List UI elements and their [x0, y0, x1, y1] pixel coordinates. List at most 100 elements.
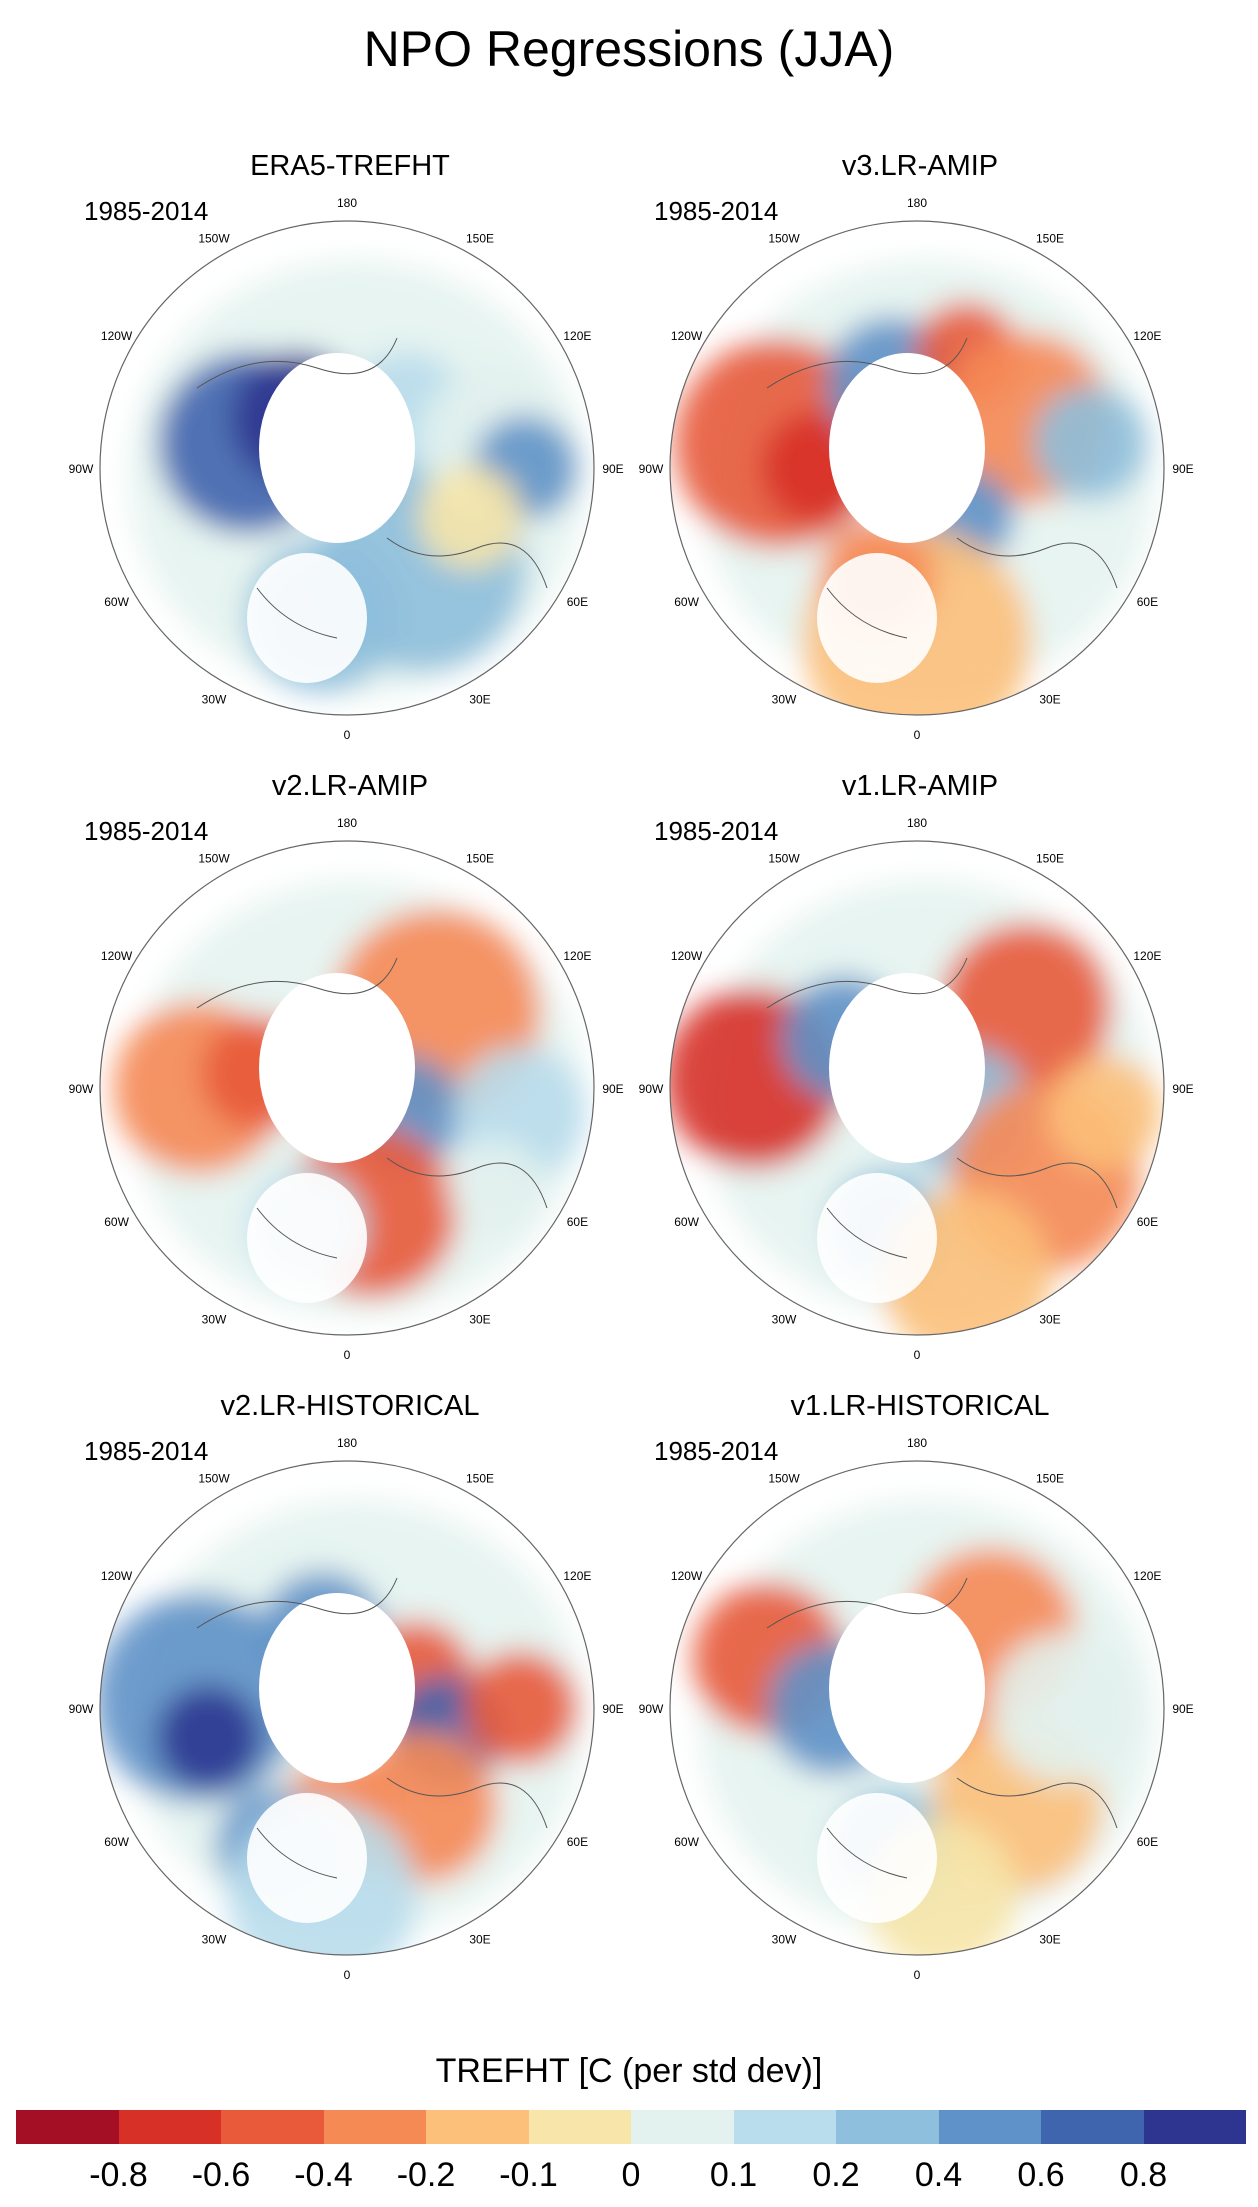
longitude-label: 150E — [466, 852, 494, 866]
map-panel-v2-lr-amip: v2.LR-AMIP 1985-2014 180 150E 120E 90E 60E 30… — [50, 770, 650, 1390]
longitude-label: 30E — [469, 1312, 490, 1326]
panel-title: ERA5-TREFHT — [250, 150, 450, 182]
longitude-label: 150W — [768, 232, 800, 246]
map-arctic-ocean — [259, 353, 415, 543]
map-coastline — [196, 337, 398, 389]
colorbar-tick-label: 0.2 — [812, 2156, 860, 2194]
colorbar-tick-label: -0.8 — [89, 2156, 148, 2194]
map-anomaly-patch — [447, 1139, 543, 1235]
longitude-label: 60W — [674, 1835, 699, 1849]
map-coastline — [766, 1577, 968, 1629]
longitude-label: 90E — [602, 1082, 623, 1096]
longitude-label: 0 — [914, 728, 921, 742]
longitude-label: 150W — [768, 1472, 800, 1486]
longitude-label: 60E — [1137, 1835, 1158, 1849]
map-coastline — [256, 1207, 338, 1259]
map-border — [669, 220, 1165, 716]
longitude-label: 30E — [469, 692, 490, 706]
longitude-label: 120W — [101, 949, 133, 963]
colorbar-swatch — [118, 2110, 221, 2144]
panel-title: v3.LR-AMIP — [841, 150, 999, 182]
longitude-label: 150E — [466, 1472, 494, 1486]
polar-map: 180 150E 120E 90E 60E 30E 0 30W 60W 90W 120W 150W — [69, 196, 624, 742]
colorbar-title: TREFHT [C (per std dev)] — [435, 2052, 823, 2090]
panel-title: v1.LR-HISTORICAL — [790, 1390, 1050, 1422]
polar-map: 180 150E 120E 90E 60E 30E 0 30W 60W 90W 120W 150W — [639, 816, 1194, 1362]
colorbar-tick-label: 0.1 — [709, 2156, 758, 2194]
longitude-label: 30W — [772, 692, 797, 706]
map-arctic-ocean — [259, 1593, 415, 1783]
longitude-label: 120E — [563, 1569, 591, 1583]
longitude-label: 120E — [1133, 949, 1161, 963]
map-panel-v2-lr-historical: v2.LR-HISTORICAL 1985-2014 180 150E 120E 90… — [50, 1390, 650, 2010]
longitude-label: 30W — [202, 692, 227, 706]
longitude-label: 180 — [337, 1436, 357, 1450]
longitude-label: 120E — [1133, 329, 1161, 343]
longitude-label: 90E — [1172, 1702, 1193, 1716]
map-coastline — [256, 587, 338, 639]
polar-map: 180 150E 120E 90E 60E 30E 0 30W 60W 90W 120W 150W — [639, 1436, 1194, 1982]
longitude-label: 90W — [69, 1702, 94, 1716]
map-field — [100, 1461, 594, 1955]
colorbar-swatch — [631, 2110, 734, 2144]
longitude-label: 180 — [337, 816, 357, 830]
longitude-label: 150W — [768, 852, 800, 866]
colorbar-swatch — [836, 2110, 939, 2144]
longitude-label: 60E — [1137, 595, 1158, 609]
map-arctic-ocean — [829, 1593, 985, 1783]
colorbar-tick-label: -0.6 — [191, 2156, 251, 2194]
longitude-label: 120W — [671, 329, 703, 343]
longitude-label: 180 — [337, 196, 357, 210]
colorbar-tick-label: -0.4 — [294, 2156, 353, 2194]
colorbar-swatch — [733, 2110, 836, 2144]
map-anomaly-patch — [462, 1651, 577, 1765]
panel-period: 1985-2014 — [654, 816, 779, 846]
panel-period: 1985-2014 — [654, 196, 779, 226]
panel-period: 1985-2014 — [84, 1436, 209, 1466]
longitude-label: 30W — [202, 1932, 227, 1946]
panel-period: 1985-2014 — [84, 196, 209, 226]
longitude-label: 120E — [1133, 1569, 1161, 1583]
colorbar — [16, 2110, 1246, 2144]
longitude-label: 30E — [469, 1932, 490, 1946]
longitude-label: 120W — [101, 1569, 133, 1583]
longitude-label: 0 — [344, 728, 351, 742]
longitude-label: 150W — [198, 1472, 230, 1486]
map-coastline — [386, 1777, 548, 1829]
map-coastline — [956, 537, 1118, 589]
colorbar-swatch — [221, 2110, 324, 2144]
colorbar-tick-label: 0 — [621, 2156, 641, 2194]
panel-title: v1.LR-AMIP — [841, 770, 999, 802]
colorbar-swatch — [1143, 2110, 1246, 2144]
longitude-label: 120W — [101, 329, 133, 343]
map-field — [670, 221, 1164, 715]
polar-map: 180 150E 120E 90E 60E 30E 0 30W 60W 90W 120W 150W — [69, 1436, 624, 1982]
longitude-label: 60W — [104, 595, 129, 609]
longitude-label: 120E — [563, 329, 591, 343]
map-border — [99, 840, 595, 1336]
longitude-label: 150E — [1036, 232, 1064, 246]
map-anomaly-patch — [418, 465, 523, 570]
map-coastline — [766, 337, 968, 389]
longitude-label: 90W — [639, 462, 664, 476]
longitude-label: 150E — [1036, 1472, 1064, 1486]
panel-title: v2.LR-HISTORICAL — [220, 1390, 480, 1422]
colorbar-tick-label: -0.2 — [396, 2156, 456, 2194]
map-field — [100, 221, 594, 715]
longitude-label: 30E — [1039, 1312, 1060, 1326]
map-coastline — [826, 587, 908, 639]
map-anomaly-patch — [1047, 1055, 1162, 1170]
map-field — [670, 841, 1164, 1335]
colorbar-swatch — [16, 2110, 119, 2144]
longitude-label: 120W — [671, 1569, 703, 1583]
map-coastline — [386, 1157, 548, 1209]
longitude-label: 90E — [1172, 462, 1193, 476]
map-arctic-ocean — [829, 973, 985, 1163]
map-border — [99, 1460, 595, 1956]
longitude-label: 30E — [1039, 692, 1060, 706]
map-coastline — [826, 1827, 908, 1879]
longitude-label: 0 — [344, 1968, 351, 1982]
colorbar-swatch — [323, 2110, 426, 2144]
colorbar-swatch — [528, 2110, 631, 2144]
longitude-label: 60W — [674, 1215, 699, 1229]
